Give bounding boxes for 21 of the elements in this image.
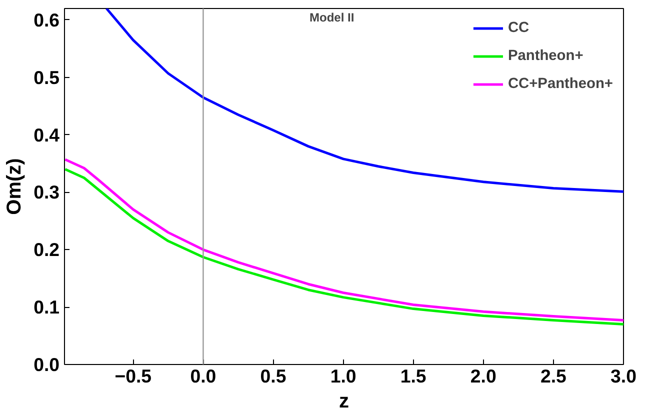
x-axis-title: z <box>339 390 349 412</box>
x-tick-label: 1.5 <box>400 366 426 386</box>
x-tick-label: 0.0 <box>190 366 216 386</box>
y-tick-label: 0.2 <box>34 239 60 260</box>
legend-label: Pantheon+ <box>508 48 584 64</box>
y-tick-label: 0.6 <box>34 9 60 30</box>
x-tick-label: 2.0 <box>470 366 496 386</box>
y-tick-label: 0.1 <box>34 296 60 318</box>
y-tick-label: 0.3 <box>34 182 60 203</box>
annotation: Model II <box>310 10 354 24</box>
x-tick-label: −0.5 <box>114 366 152 386</box>
x-tick-label: 0.5 <box>260 366 286 386</box>
y-tick-label: 0.5 <box>34 66 60 88</box>
x-tick-label: 1.0 <box>330 366 356 386</box>
x-tick-label: 2.5 <box>540 366 566 386</box>
x-tick-label: 3.0 <box>610 366 636 386</box>
y-axis-title: Om(z) <box>4 158 26 215</box>
y-tick-label: 0.4 <box>34 124 60 146</box>
legend-label: CC+Pantheon+ <box>508 76 613 92</box>
legend-label: CC <box>508 20 530 36</box>
line-series <box>105 8 624 193</box>
